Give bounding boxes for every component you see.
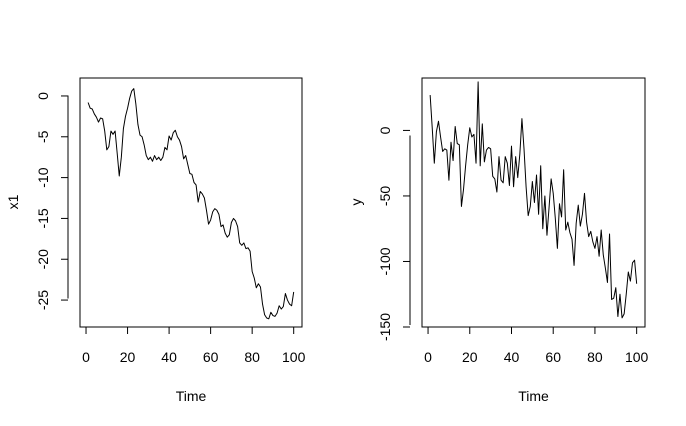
x-tick-label: 0 xyxy=(82,349,90,365)
x-tick-label: 80 xyxy=(587,349,603,365)
series xyxy=(429,81,638,319)
x-axis-title: Time xyxy=(518,388,549,404)
x-axis-title: Time xyxy=(176,388,207,404)
x-tick-label: 100 xyxy=(282,349,306,365)
x-tick-label: 60 xyxy=(203,349,219,365)
x-tick-label: 80 xyxy=(244,349,260,365)
x-ticks: 0 20 40 60 80 100 xyxy=(424,327,649,365)
x-tick-label: 100 xyxy=(625,349,649,365)
x-tick-label: 20 xyxy=(462,349,478,365)
y-tick-label: 0 xyxy=(377,126,393,134)
x-axis: 0 20 40 60 80 100 xyxy=(424,326,649,365)
plot-panel-y: 0 -50 -100 -150 0 20 40 60 80 100 Time y xyxy=(348,77,649,404)
y-tick-label: -5 xyxy=(35,130,51,143)
plot-frame xyxy=(79,77,303,328)
x-tick-label: 40 xyxy=(504,349,520,365)
x-axis: 0 20 40 60 80 100 xyxy=(82,326,306,365)
y-axis: 0 -5 -10 -15 -20 -25 xyxy=(35,92,69,310)
y-tick-label: 0 xyxy=(35,92,51,100)
y-ticks: 0 -50 -100 -150 xyxy=(377,126,410,341)
series-line-x1 xyxy=(87,88,295,320)
y-tick-label: -150 xyxy=(377,313,393,341)
y-tick-label: -20 xyxy=(35,249,51,269)
y-tick-label: -50 xyxy=(377,186,393,206)
y-axis: 0 -50 -100 -150 xyxy=(377,126,411,341)
y-tick-label: -15 xyxy=(35,208,51,228)
y-tick-label: -25 xyxy=(35,290,51,310)
x-tick-label: 40 xyxy=(161,349,177,365)
series xyxy=(87,88,295,320)
y-ticks: 0 -5 -10 -15 -20 -25 xyxy=(35,92,68,310)
y-axis-title: x1 xyxy=(5,194,21,209)
y-axis-title: y xyxy=(348,199,364,206)
x-tick-label: 20 xyxy=(120,349,136,365)
y-tick-label: -10 xyxy=(35,167,51,187)
x-tick-label: 60 xyxy=(545,349,561,365)
plot-panel-x1: 0 -5 -10 -15 -20 -25 0 20 40 60 80 100 Time x1 xyxy=(5,77,306,404)
x-ticks: 0 20 40 60 80 100 xyxy=(82,327,306,365)
series-line-y xyxy=(429,81,638,319)
y-tick-label: -100 xyxy=(377,247,393,275)
x-tick-label: 0 xyxy=(424,349,432,365)
